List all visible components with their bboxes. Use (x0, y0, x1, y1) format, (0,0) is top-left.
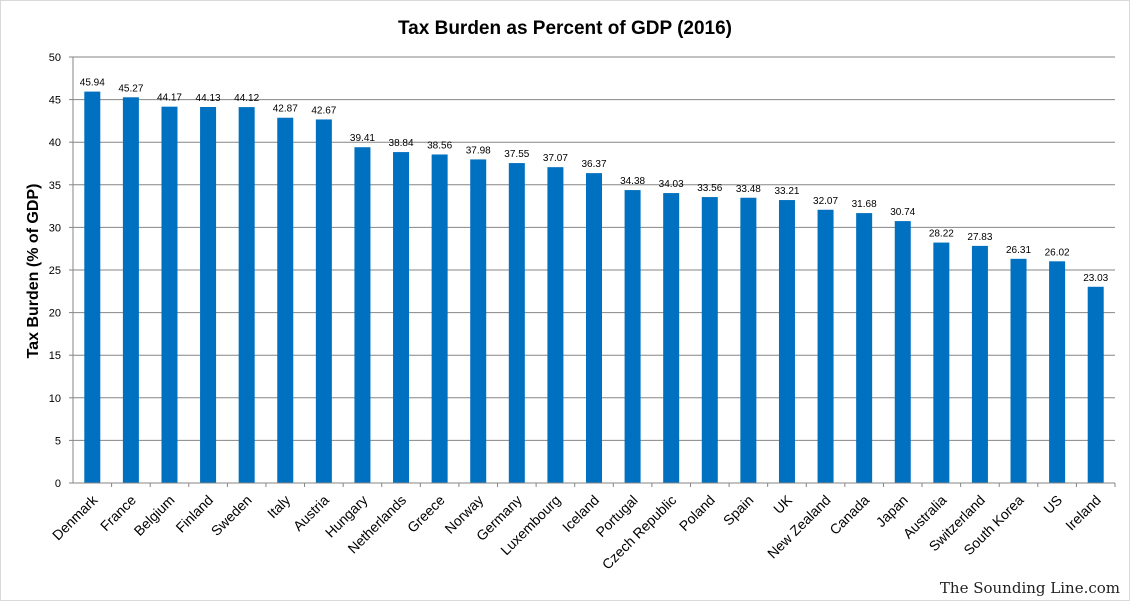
data-label: 26.31 (1006, 245, 1031, 256)
data-label: 45.94 (80, 78, 105, 89)
y-tick-label: 20 (49, 308, 61, 320)
data-label: 33.21 (774, 186, 799, 197)
bar (971, 245, 988, 483)
bar (238, 107, 255, 484)
y-tick-label: 5 (55, 435, 61, 447)
y-tick-labels: 0 5 10 15 20 25 30 35 40 45 50 (49, 52, 61, 490)
data-labels: 45.94 45.27 44.17 44.13 44.12 42.87 42.67 39.41… (80, 78, 1109, 284)
bar (701, 197, 718, 484)
x-tick-label: Ireland (1062, 492, 1104, 534)
x-tick-label: Belgium (131, 492, 178, 539)
bar (1087, 286, 1104, 483)
data-label: 33.48 (736, 184, 761, 195)
bar (586, 173, 602, 483)
bar (508, 163, 525, 483)
bar (315, 119, 332, 483)
data-label: 38.56 (427, 140, 452, 151)
y-tick-label: 40 (49, 137, 61, 149)
bar (277, 117, 294, 484)
bar (740, 197, 757, 483)
bar (1010, 258, 1027, 483)
data-label: 26.02 (1045, 247, 1070, 258)
y-tick-label: 45 (49, 95, 61, 107)
bar (778, 200, 795, 484)
x-tick-label: Greece (404, 492, 448, 536)
bar (161, 106, 178, 483)
x-tick-label: Poland (676, 492, 718, 534)
data-label: 44.17 (157, 93, 182, 104)
y-tick-label: 15 (49, 350, 61, 362)
data-label: 37.55 (504, 149, 529, 160)
data-label: 31.68 (852, 199, 877, 210)
y-tick-label: 50 (49, 52, 61, 64)
bar (431, 154, 448, 483)
bar (393, 152, 410, 484)
y-tick-label: 30 (49, 222, 61, 234)
y-tick-label: 35 (49, 180, 61, 192)
chart-title: Tax Burden as Percent of GDP (2016) (398, 18, 732, 39)
data-label: 39.41 (350, 133, 375, 144)
data-label: 30.74 (890, 207, 915, 218)
data-label: 38.84 (389, 138, 414, 149)
bars (84, 91, 1104, 484)
data-label: 34.03 (659, 179, 684, 190)
data-label: 28.22 (929, 229, 954, 240)
bar (122, 97, 139, 484)
bar (663, 193, 680, 484)
data-label: 33.56 (697, 183, 722, 194)
bar (547, 167, 564, 483)
bar (817, 209, 834, 483)
bar (354, 147, 371, 483)
bar (84, 91, 101, 484)
x-tick-label: Italy (264, 492, 293, 521)
bar (933, 242, 950, 483)
x-tick-label: UK (770, 491, 796, 517)
bar (624, 190, 641, 483)
data-label: 45.27 (118, 83, 143, 94)
data-label: 44.13 (196, 93, 221, 104)
data-label: 36.37 (581, 159, 606, 170)
bar (470, 159, 487, 483)
data-label: 44.12 (234, 93, 259, 104)
bar (200, 107, 217, 484)
x-tick-label: US (1040, 492, 1065, 517)
data-label: 27.83 (967, 232, 992, 243)
bar (856, 213, 873, 483)
x-tick-label: Spain (720, 492, 757, 529)
y-axis-label: Tax Burden (% of GDP) (25, 184, 42, 359)
y-tick-label: 0 (55, 478, 61, 490)
data-label: 42.87 (273, 104, 298, 115)
data-label: 32.07 (813, 196, 838, 207)
bar (1049, 261, 1066, 483)
data-label: 37.98 (466, 145, 491, 156)
y-tick-label: 10 (49, 393, 61, 405)
watermark-text: The Sounding Line.com (939, 579, 1120, 597)
data-label: 42.67 (311, 105, 336, 116)
x-tick-label: Denmark (49, 491, 101, 543)
x-tick-label: Sweden (208, 492, 255, 539)
y-tick-label: 25 (49, 265, 61, 277)
x-tick-label: Canada (826, 492, 872, 538)
data-label: 37.07 (543, 153, 568, 164)
data-label: 34.38 (620, 176, 645, 187)
bar (894, 221, 911, 483)
data-label: 23.03 (1083, 273, 1108, 284)
